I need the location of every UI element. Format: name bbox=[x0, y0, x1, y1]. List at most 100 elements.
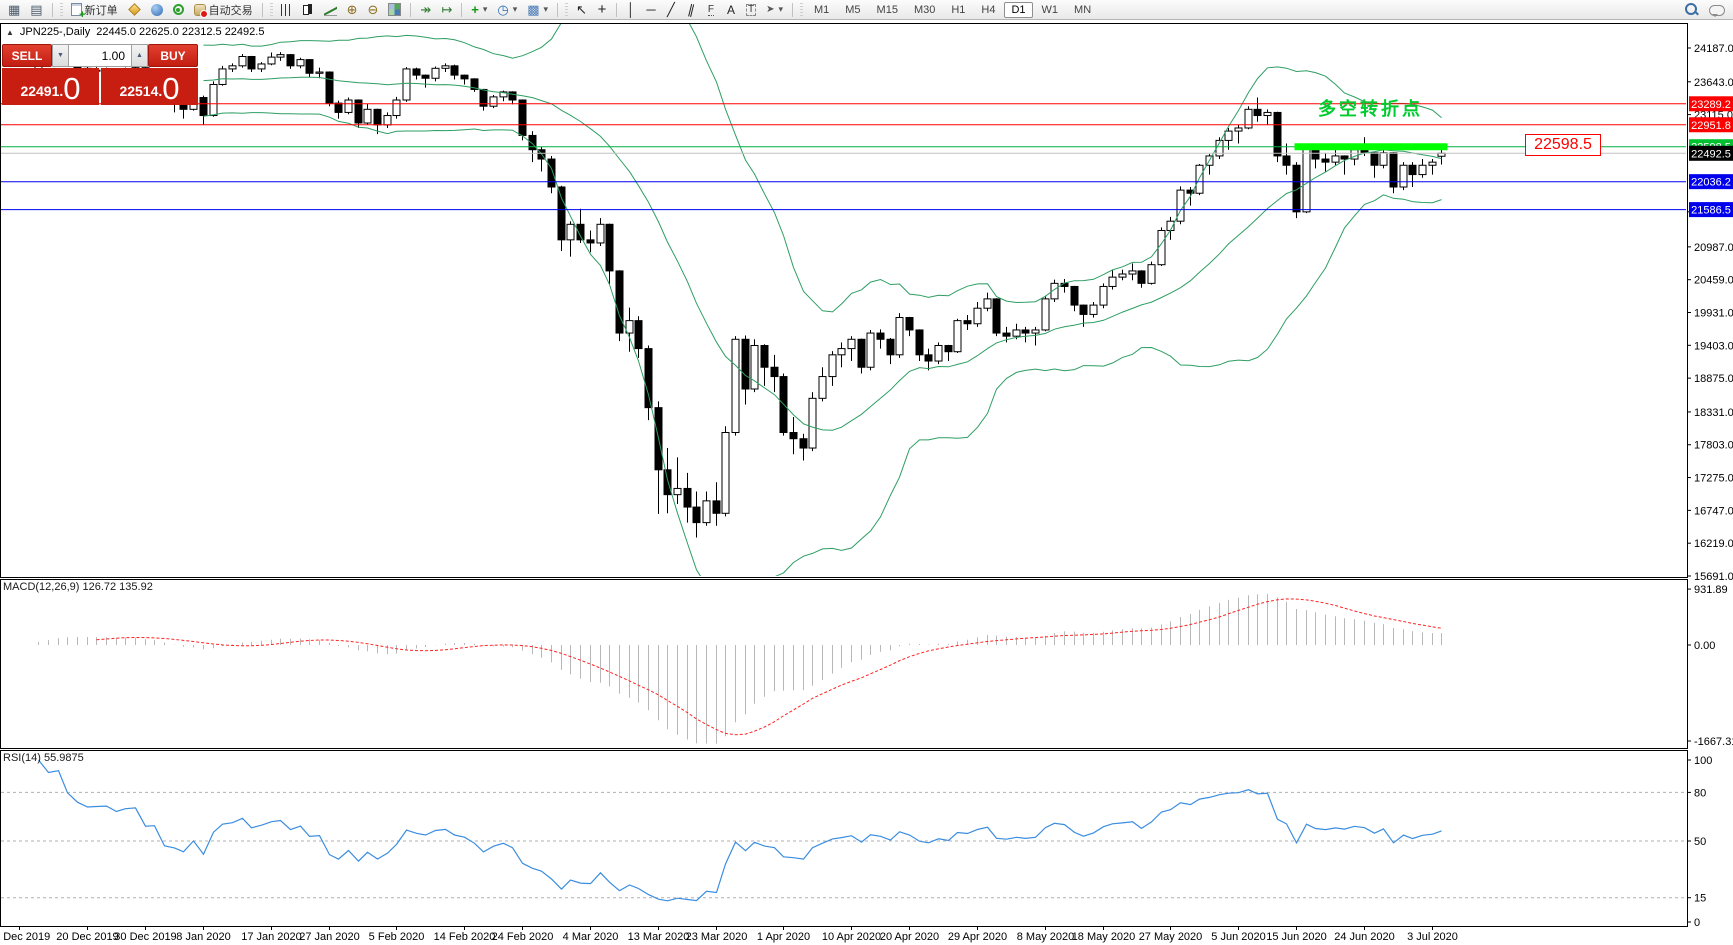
bull-candle bbox=[402, 68, 411, 101]
cursor-icon: ↖ bbox=[576, 1, 587, 17]
toolbar-grip bbox=[565, 2, 569, 17]
bear-candle bbox=[905, 317, 914, 331]
bull-candle bbox=[1128, 270, 1137, 275]
auto-scroll-button[interactable]: ↠ bbox=[416, 1, 435, 19]
horizontal-line-tool-button[interactable]: ─ bbox=[642, 1, 660, 19]
zoom-in-icon: ⊕ bbox=[346, 1, 358, 17]
candlestick-mode-button[interactable] bbox=[298, 1, 318, 19]
bollinger-middle-band bbox=[203, 76, 1442, 431]
price-axis[interactable]: 24187.023643.023115.021551.020987.020459… bbox=[1687, 43, 1733, 929]
bear-candle bbox=[586, 239, 595, 244]
macd-axis-label: 931.89 bbox=[1694, 584, 1728, 596]
timeframe-m30-button[interactable]: M30 bbox=[913, 3, 936, 16]
bear-candle bbox=[683, 487, 692, 508]
buy-price[interactable]: 22514. 0 bbox=[101, 68, 198, 105]
text-label-tool-button[interactable]: T bbox=[742, 1, 760, 19]
chart-shift-button[interactable]: ↦ bbox=[437, 1, 456, 19]
timeframe-m15-button[interactable]: M15 bbox=[876, 3, 898, 16]
timeframe-mn-button[interactable]: MN bbox=[1074, 3, 1092, 16]
bear-candle bbox=[1321, 158, 1330, 163]
chat-button[interactable] bbox=[1705, 1, 1729, 19]
sell-button[interactable]: SELL bbox=[2, 44, 52, 67]
rsi-axis-label: 50 bbox=[1694, 836, 1706, 848]
zoom-in-button[interactable]: ⊕ bbox=[343, 1, 362, 19]
vertical-line-tool-button[interactable]: │ bbox=[622, 1, 640, 19]
time-tick-label: 5 Feb 2020 bbox=[369, 931, 425, 943]
algo-trading-button[interactable]: 自动交易 bbox=[190, 1, 257, 19]
templates-button[interactable]: ▩ ▾ bbox=[523, 1, 552, 19]
buy-button[interactable]: BUY bbox=[148, 44, 198, 67]
trendline-tool-button[interactable]: ╱ bbox=[662, 1, 680, 19]
macd-axis-label: 0.00 bbox=[1694, 640, 1715, 652]
bull-candle bbox=[673, 487, 682, 496]
bear-candle bbox=[741, 338, 750, 390]
metaeditor-button[interactable] bbox=[124, 1, 145, 19]
bear-candle bbox=[876, 332, 885, 340]
new-chart-button[interactable]: ▦ bbox=[4, 1, 24, 19]
timeframe-m1-button[interactable]: M1 bbox=[813, 3, 830, 16]
toolbar-separator bbox=[557, 2, 559, 17]
turning-point-annotation[interactable]: 多空转折点 bbox=[1318, 99, 1423, 119]
timeframe-d1-button[interactable]: D1 bbox=[1004, 1, 1033, 18]
bull-candle bbox=[837, 348, 846, 356]
timeframe-h4-button[interactable]: H4 bbox=[981, 3, 996, 16]
bear-candle bbox=[479, 88, 488, 107]
tile-windows-button[interactable] bbox=[384, 1, 405, 19]
new-order-label: 新订单 bbox=[84, 4, 118, 17]
bull-candle bbox=[1089, 304, 1098, 315]
bear-candle bbox=[1002, 332, 1011, 337]
time-tick-label: 24 Feb 2020 bbox=[492, 931, 554, 943]
profiles-button[interactable]: ▤ bbox=[26, 1, 46, 19]
bull-candle bbox=[1041, 298, 1050, 331]
volume-decrease-button[interactable]: ▼ bbox=[52, 44, 69, 67]
price-tick-label: 20459.0 bbox=[1694, 275, 1733, 287]
community-button[interactable] bbox=[147, 1, 167, 19]
bull-candle bbox=[1108, 276, 1117, 287]
chart-shift-icon: ↦ bbox=[441, 1, 453, 17]
arrows-tool-button[interactable]: ➤ ▾ bbox=[762, 1, 787, 19]
volume-increase-button[interactable]: ▲ bbox=[131, 44, 148, 67]
bear-candle bbox=[789, 432, 798, 440]
indicators-button[interactable]: + ▾ bbox=[467, 1, 491, 19]
volume-input[interactable] bbox=[69, 44, 131, 67]
bull-candle bbox=[363, 108, 372, 124]
toolbar-separator bbox=[461, 2, 463, 17]
bear-candle bbox=[286, 54, 295, 67]
auto-scroll-icon: ↠ bbox=[420, 1, 432, 17]
one-click-panel-toggle[interactable]: ▲ bbox=[6, 27, 14, 37]
timeframe-h1-button[interactable]: H1 bbox=[951, 3, 966, 16]
line-chart-mode-button[interactable] bbox=[320, 1, 341, 19]
timeframe-w1-button[interactable]: W1 bbox=[1041, 3, 1059, 16]
zoom-out-button[interactable]: ⊖ bbox=[364, 1, 383, 19]
bear-candle bbox=[644, 348, 653, 409]
fibonacci-tool-button[interactable]: F bbox=[702, 1, 720, 19]
signals-button[interactable] bbox=[169, 1, 188, 19]
time-tick-label: 3 Jul 2020 bbox=[1407, 931, 1458, 943]
time-tick-label: 23 Mar 2020 bbox=[686, 931, 748, 943]
bear-candle bbox=[1021, 329, 1030, 334]
timeframe-m5-button[interactable]: M5 bbox=[845, 3, 861, 16]
main-plot[interactable] bbox=[1, 2, 1687, 603]
time-tick-label: 20 Dec 2019 bbox=[56, 931, 118, 943]
bull-candle bbox=[392, 99, 401, 117]
bear-candle bbox=[712, 500, 721, 514]
chat-icon bbox=[1709, 4, 1725, 17]
cursor-tool-button[interactable]: ↖ bbox=[572, 1, 591, 19]
price-tick-label: 20987.0 bbox=[1694, 242, 1733, 254]
price-level-label bbox=[1689, 174, 1733, 190]
bear-candle bbox=[421, 74, 430, 79]
bar-chart-mode-button[interactable] bbox=[277, 1, 296, 19]
search-button[interactable] bbox=[1680, 1, 1703, 19]
rsi-value: 55.9875 bbox=[43, 752, 84, 764]
text-tool-button[interactable]: A bbox=[722, 1, 740, 19]
bear-candle bbox=[518, 99, 527, 136]
channel-tool-button[interactable]: ∥ bbox=[682, 1, 700, 19]
price-tick-label: 16747.0 bbox=[1694, 505, 1733, 517]
price-flag-annotation[interactable]: 22598.5 bbox=[1525, 134, 1601, 156]
periods-button[interactable]: ◷ ▾ bbox=[493, 1, 521, 19]
crosshair-tool-button[interactable]: + bbox=[593, 1, 611, 19]
sell-price[interactable]: 22491. 0 bbox=[2, 68, 99, 105]
new-order-button[interactable]: 新订单 bbox=[67, 1, 122, 21]
